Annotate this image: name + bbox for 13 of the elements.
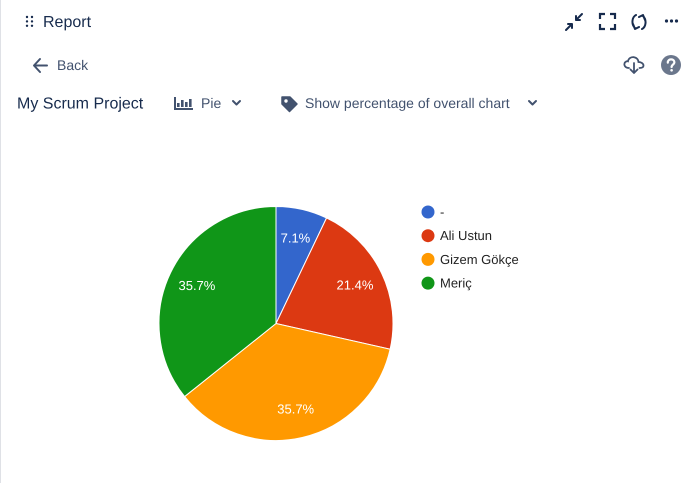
legend-label: Ali Ustun: [440, 228, 492, 244]
legend-label: -: [440, 204, 444, 220]
data-label: 35.7%: [178, 278, 216, 293]
chart-subtitle: My Scrum Project: [17, 96, 144, 112]
legend-label: Meriç: [440, 276, 472, 291]
legend-label: Gizem Gökçe: [440, 252, 519, 267]
data-label: 21.4%: [336, 278, 374, 293]
text: Pie: [201, 95, 222, 111]
text: Show percentage of overall chart: [305, 95, 510, 111]
chart-title: Report: [43, 14, 92, 31]
text: Back: [57, 57, 90, 73]
data-label: 7.1%: [280, 230, 311, 246]
data-label: 35.7%: [277, 402, 315, 417]
